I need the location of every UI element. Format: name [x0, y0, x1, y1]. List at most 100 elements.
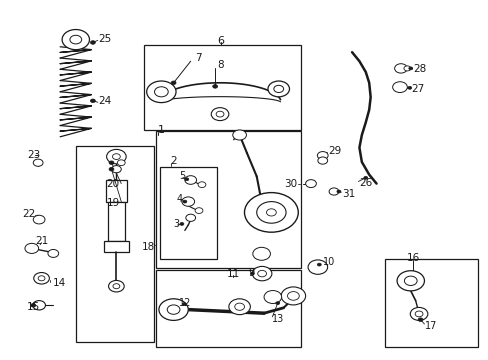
Text: 8: 8 — [217, 60, 224, 70]
Circle shape — [403, 66, 410, 71]
Circle shape — [267, 81, 289, 97]
Circle shape — [90, 99, 95, 103]
Circle shape — [198, 182, 205, 188]
Circle shape — [154, 87, 168, 97]
Circle shape — [216, 111, 224, 117]
Circle shape — [252, 266, 271, 281]
Text: 3: 3 — [173, 219, 180, 229]
Circle shape — [109, 161, 114, 165]
Circle shape — [281, 287, 305, 305]
Text: 5: 5 — [179, 171, 185, 181]
Circle shape — [407, 86, 411, 89]
Bar — [107, 202, 125, 241]
Circle shape — [409, 307, 427, 320]
Circle shape — [212, 85, 217, 88]
Text: 20: 20 — [106, 179, 120, 189]
Text: 27: 27 — [411, 84, 424, 94]
Bar — [385, 259, 477, 347]
Text: 22: 22 — [22, 209, 35, 219]
Circle shape — [167, 305, 180, 314]
Circle shape — [287, 292, 299, 300]
Circle shape — [146, 81, 176, 103]
Bar — [156, 270, 300, 347]
Circle shape — [184, 176, 196, 184]
Circle shape — [171, 81, 176, 85]
Bar — [144, 45, 300, 130]
Text: 28: 28 — [412, 64, 426, 74]
Circle shape — [195, 208, 203, 213]
Circle shape — [317, 152, 327, 159]
Circle shape — [31, 303, 36, 307]
Bar — [104, 241, 128, 252]
Circle shape — [180, 222, 183, 225]
Text: 17: 17 — [425, 321, 437, 331]
Text: 19: 19 — [106, 198, 120, 208]
Circle shape — [317, 263, 321, 266]
Circle shape — [48, 249, 59, 257]
Text: 23: 23 — [27, 150, 40, 160]
Circle shape — [234, 303, 244, 310]
Circle shape — [112, 154, 120, 159]
Circle shape — [159, 299, 188, 320]
Circle shape — [408, 67, 412, 70]
Circle shape — [257, 270, 266, 277]
Circle shape — [90, 41, 95, 44]
Circle shape — [414, 311, 422, 317]
Circle shape — [264, 291, 281, 303]
Text: 12: 12 — [178, 298, 190, 308]
Circle shape — [106, 149, 126, 164]
Circle shape — [396, 271, 424, 291]
Bar — [105, 180, 127, 202]
Circle shape — [256, 202, 285, 223]
Circle shape — [184, 178, 188, 181]
Text: 4: 4 — [177, 194, 183, 204]
Text: 21: 21 — [35, 236, 48, 246]
Circle shape — [70, 35, 81, 44]
Circle shape — [404, 276, 416, 285]
Circle shape — [392, 82, 407, 93]
Circle shape — [232, 130, 246, 140]
Text: 30: 30 — [284, 179, 297, 189]
Circle shape — [211, 108, 228, 121]
Text: 1: 1 — [158, 125, 164, 135]
Circle shape — [182, 303, 186, 306]
Circle shape — [183, 200, 186, 203]
Circle shape — [394, 64, 407, 73]
Circle shape — [228, 299, 250, 315]
Circle shape — [38, 276, 45, 281]
Circle shape — [273, 85, 283, 93]
Circle shape — [34, 273, 49, 284]
Text: 11: 11 — [226, 269, 240, 279]
Text: 14: 14 — [52, 278, 65, 288]
Text: 31: 31 — [342, 189, 355, 199]
Circle shape — [317, 157, 327, 164]
Circle shape — [328, 188, 338, 195]
Circle shape — [250, 272, 254, 275]
Circle shape — [275, 302, 279, 305]
Text: 13: 13 — [272, 314, 284, 324]
Bar — [156, 131, 300, 268]
Circle shape — [33, 159, 43, 166]
Text: 18: 18 — [142, 242, 155, 252]
Circle shape — [363, 176, 367, 179]
Circle shape — [266, 209, 276, 216]
Circle shape — [33, 301, 45, 310]
Circle shape — [336, 190, 340, 193]
Circle shape — [305, 180, 316, 188]
Circle shape — [244, 193, 298, 232]
Circle shape — [109, 167, 114, 171]
Circle shape — [117, 160, 125, 166]
Circle shape — [62, 30, 89, 50]
Text: 16: 16 — [406, 253, 419, 264]
Text: 2: 2 — [170, 156, 177, 166]
Circle shape — [417, 318, 422, 321]
Circle shape — [108, 280, 124, 292]
Text: 10: 10 — [322, 257, 334, 267]
Circle shape — [33, 215, 45, 224]
Circle shape — [25, 243, 39, 253]
Text: 15: 15 — [27, 302, 40, 312]
Text: 9: 9 — [247, 268, 254, 278]
Circle shape — [182, 197, 194, 206]
Circle shape — [185, 214, 195, 221]
Text: 25: 25 — [98, 34, 111, 44]
